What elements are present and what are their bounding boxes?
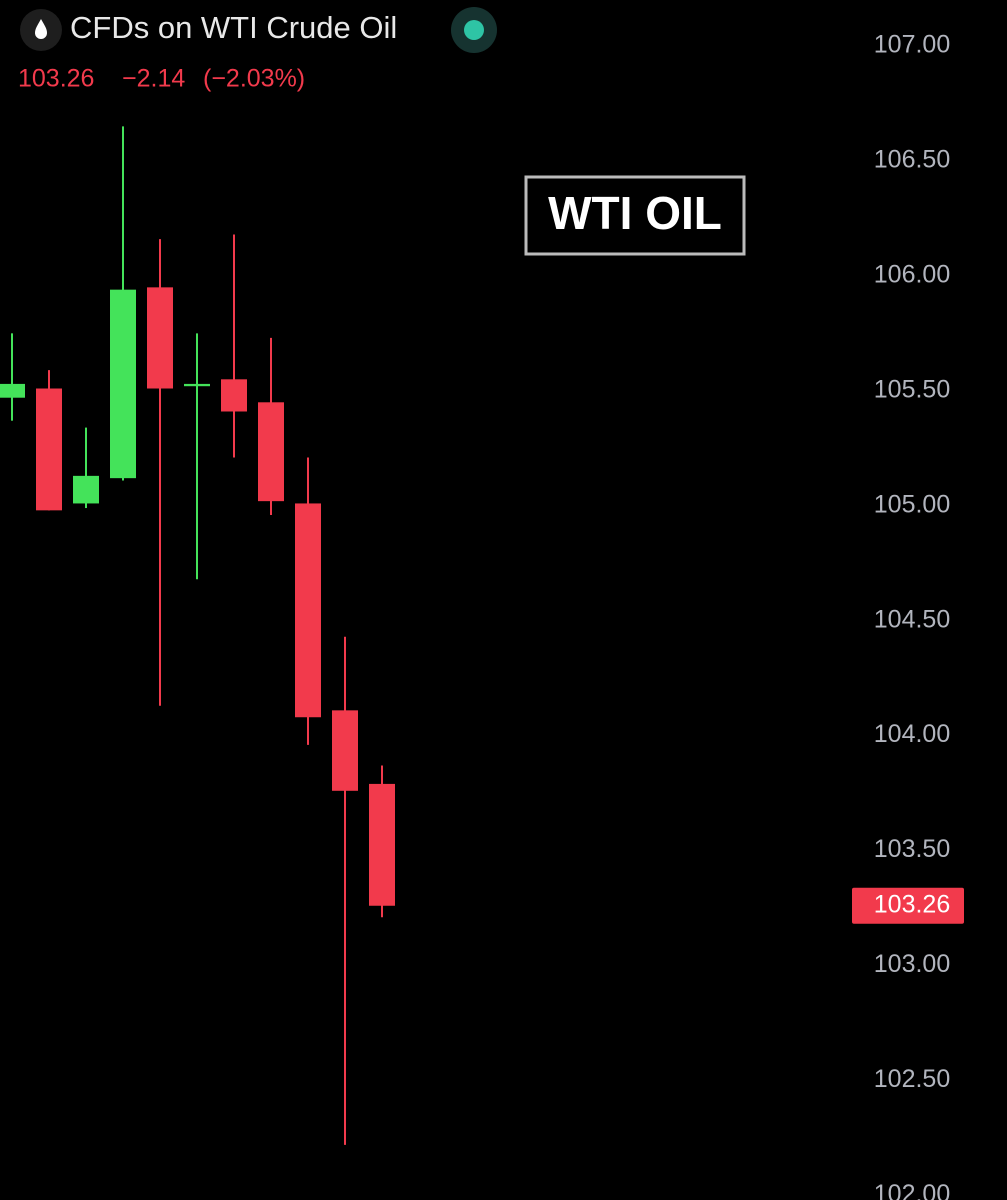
y-tick-label: 102.00 [874,1180,950,1200]
candle-body [221,379,247,412]
annotation: WTI OIL [548,187,722,239]
candle-body [110,289,136,479]
candle-body [147,287,173,389]
header-change: −2.14 [122,65,185,93]
candle-body [0,383,25,398]
candle-body [258,402,284,502]
candle-body [369,783,395,906]
last-price-tag [852,887,964,924]
candle-body [295,503,321,718]
y-tick-label: 104.50 [874,605,950,633]
annotation-box [524,175,746,256]
candle-body [73,475,99,504]
plot: 107.00 106.50 106.00 105.50 105.00 104.50 104.… [0,31,964,1200]
chart-title: CFDs on WTI Crude Oil [70,10,397,45]
y-tick-label: 105.50 [874,375,950,403]
y-tick-label: 105.00 [874,490,950,518]
drop-icon [35,19,47,39]
last-price-label: 103.26 [874,890,950,918]
y-tick-label: 106.50 [874,146,950,174]
y-tick-label: 107.00 [874,31,950,59]
header-change-percent: (−2.03%) [203,65,305,93]
y-tick-label: 103.00 [874,950,950,978]
candle-body [332,710,358,791]
candle-body [184,383,210,387]
candle-body [36,388,62,511]
y-tick-label: 102.50 [874,1065,950,1093]
y-tick-label: 106.00 [874,260,950,288]
y-tick-label: 103.50 [874,835,950,863]
header-price: 103.26 [18,65,94,93]
y-tick-label: 104.00 [874,720,950,748]
status-dot [464,20,484,40]
